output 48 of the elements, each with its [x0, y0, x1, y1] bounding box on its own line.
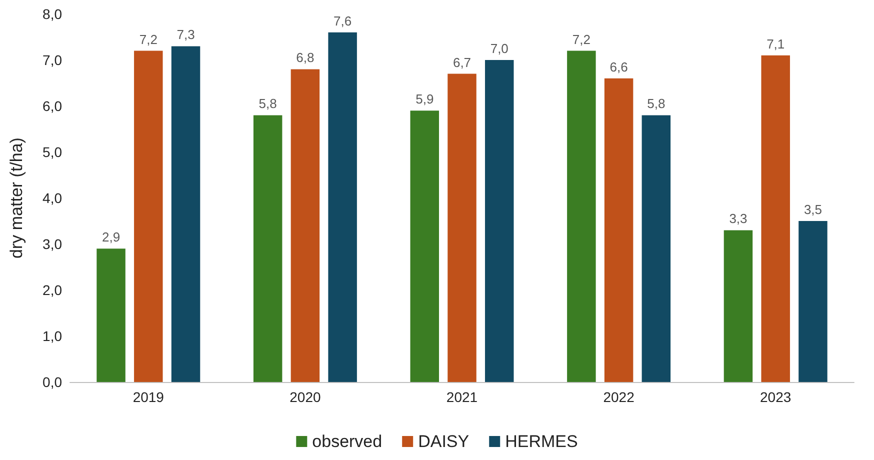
- y-axis-title: dry matter (t/ha): [7, 138, 26, 258]
- bar: [484, 60, 514, 382]
- x-tick-label: 2021: [446, 389, 478, 405]
- data-label: 5,8: [647, 96, 666, 112]
- bar: [724, 230, 753, 382]
- bar: [134, 50, 163, 382]
- bar: [604, 78, 634, 382]
- y-tick-label: 3,0: [42, 236, 62, 252]
- legend-label: observed: [312, 432, 382, 451]
- bar: [642, 115, 671, 382]
- data-label: 7,3: [176, 27, 195, 42]
- data-label: 7,2: [139, 32, 158, 47]
- data-label: 7,0: [490, 41, 508, 56]
- data-label: 3,5: [804, 202, 822, 217]
- x-tick-label: 2023: [760, 389, 792, 405]
- y-tick-label: 6,0: [42, 98, 62, 114]
- bar: [798, 221, 828, 382]
- data-label: 7,6: [334, 13, 352, 28]
- bar: [328, 32, 357, 382]
- data-label: 6,7: [452, 54, 472, 70]
- y-tick-label: 7,0: [42, 52, 62, 68]
- data-label: 7,2: [572, 32, 590, 47]
- y-tick-label: 4,0: [42, 190, 62, 206]
- x-tick-label: 2020: [290, 389, 321, 405]
- data-label: 5,9: [416, 92, 434, 107]
- data-label: 6,6: [610, 59, 628, 74]
- bar: [171, 46, 200, 382]
- y-tick-label: 8,0: [42, 6, 62, 22]
- x-tick-label: 2019: [132, 389, 164, 405]
- bar: [761, 55, 790, 382]
- y-tick-label: 2,0: [42, 282, 62, 298]
- bar: [448, 74, 476, 382]
- legend-label: DAISY: [418, 432, 470, 451]
- x-tick-label: 2022: [603, 389, 635, 405]
- data-label: 6,8: [296, 50, 314, 66]
- data-label: 2,9: [102, 230, 120, 245]
- data-label: 5,8: [258, 96, 277, 112]
- y-tick-label: 5,0: [42, 144, 62, 160]
- y-tick-label: 0,0: [42, 374, 62, 390]
- data-label: 3,3: [729, 211, 748, 226]
- bar: [253, 115, 282, 382]
- bar: [290, 69, 320, 382]
- bar: [567, 50, 596, 382]
- bar: [410, 110, 440, 382]
- data-label: 7,1: [766, 36, 785, 52]
- y-tick-label: 1,0: [42, 328, 62, 344]
- bar: [96, 248, 126, 382]
- legend-label: HERMES: [505, 432, 578, 451]
